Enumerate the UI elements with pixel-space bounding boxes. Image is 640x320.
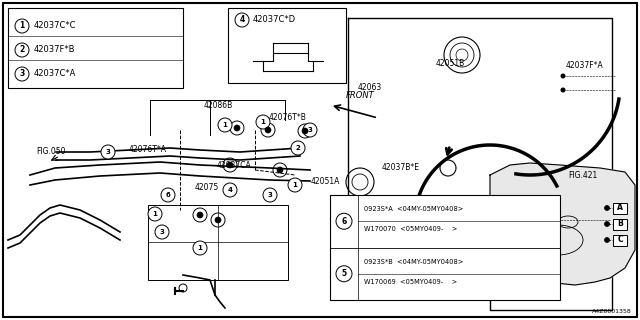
- Text: 2: 2: [296, 145, 300, 151]
- Text: 42037C*C: 42037C*C: [34, 21, 77, 30]
- Text: 42076T*B: 42076T*B: [269, 114, 307, 123]
- Circle shape: [561, 87, 566, 92]
- Text: 42051B: 42051B: [436, 60, 465, 68]
- Text: 3: 3: [106, 149, 111, 155]
- Circle shape: [605, 205, 609, 211]
- Bar: [330, 195, 560, 300]
- Text: 1: 1: [198, 245, 202, 251]
- Circle shape: [193, 241, 207, 255]
- Text: 42037BB: 42037BB: [396, 220, 430, 228]
- Text: C: C: [617, 236, 623, 244]
- Text: 2: 2: [19, 45, 24, 54]
- Text: 3: 3: [308, 127, 312, 133]
- Bar: [228, 8, 346, 83]
- Text: 6: 6: [166, 192, 170, 198]
- Text: 0923S*A  <04MY-05MY0408>: 0923S*A <04MY-05MY0408>: [364, 206, 463, 212]
- Text: 5: 5: [341, 269, 347, 278]
- Bar: [613, 219, 627, 229]
- Text: 3: 3: [159, 229, 164, 235]
- Text: 3: 3: [19, 69, 24, 78]
- Circle shape: [265, 127, 271, 133]
- Text: 42037F*B: 42037F*B: [34, 45, 76, 54]
- Circle shape: [288, 178, 302, 192]
- Text: 42037C*A: 42037C*A: [34, 69, 76, 78]
- Circle shape: [161, 188, 175, 202]
- Text: 1: 1: [260, 119, 266, 125]
- Text: W170070  <05MY0409-    >: W170070 <05MY0409- >: [364, 226, 458, 232]
- Text: 42037B*E: 42037B*E: [382, 164, 420, 172]
- Circle shape: [336, 213, 352, 229]
- Text: 4: 4: [239, 15, 244, 25]
- Circle shape: [302, 128, 308, 134]
- Circle shape: [336, 266, 352, 282]
- Circle shape: [291, 141, 305, 155]
- Text: 42037B*D: 42037B*D: [368, 196, 407, 204]
- Circle shape: [15, 43, 29, 57]
- Text: FIG.050: FIG.050: [36, 147, 65, 156]
- Text: 42037CA: 42037CA: [216, 162, 252, 171]
- Text: B: B: [617, 220, 623, 228]
- Text: A4Z0001358: A4Z0001358: [592, 309, 632, 314]
- Text: 1: 1: [152, 211, 157, 217]
- Bar: [613, 203, 627, 213]
- Text: 6: 6: [341, 217, 347, 226]
- Polygon shape: [490, 163, 635, 285]
- Text: 42063: 42063: [358, 84, 382, 92]
- Text: 42037BA: 42037BA: [365, 252, 400, 260]
- Circle shape: [218, 118, 232, 132]
- Bar: [8, 8, 183, 88]
- Circle shape: [234, 125, 240, 131]
- Circle shape: [303, 123, 317, 137]
- Text: FIG.421: FIG.421: [568, 171, 597, 180]
- Text: 42076T*A: 42076T*A: [129, 145, 167, 154]
- Circle shape: [227, 162, 233, 168]
- Text: W170069  <05MY0409-    >: W170069 <05MY0409- >: [364, 279, 457, 285]
- Circle shape: [605, 237, 609, 243]
- Text: 0923S*B  <04MY-05MY0408>: 0923S*B <04MY-05MY0408>: [364, 259, 463, 265]
- Text: 1: 1: [223, 122, 227, 128]
- Circle shape: [263, 188, 277, 202]
- Text: 42037C*D: 42037C*D: [253, 15, 296, 25]
- Circle shape: [277, 167, 283, 173]
- Text: 4: 4: [227, 187, 232, 193]
- Bar: [613, 235, 627, 245]
- Text: 42086B: 42086B: [204, 100, 232, 109]
- Circle shape: [235, 13, 249, 27]
- Text: 42075: 42075: [195, 183, 219, 193]
- Circle shape: [15, 67, 29, 81]
- Circle shape: [223, 183, 237, 197]
- Circle shape: [101, 145, 115, 159]
- Text: 1: 1: [19, 21, 24, 30]
- Circle shape: [15, 19, 29, 33]
- Circle shape: [215, 217, 221, 223]
- Circle shape: [256, 115, 270, 129]
- Text: A: A: [617, 204, 623, 212]
- Text: 3: 3: [268, 192, 273, 198]
- Circle shape: [155, 225, 169, 239]
- Text: 1: 1: [292, 182, 298, 188]
- Circle shape: [197, 212, 203, 218]
- Circle shape: [148, 207, 162, 221]
- Circle shape: [561, 74, 566, 78]
- Text: FRONT: FRONT: [346, 91, 374, 100]
- Bar: [148, 205, 288, 280]
- Circle shape: [605, 221, 609, 227]
- Text: 42051A: 42051A: [310, 177, 340, 186]
- Text: 42037F*A: 42037F*A: [566, 61, 604, 70]
